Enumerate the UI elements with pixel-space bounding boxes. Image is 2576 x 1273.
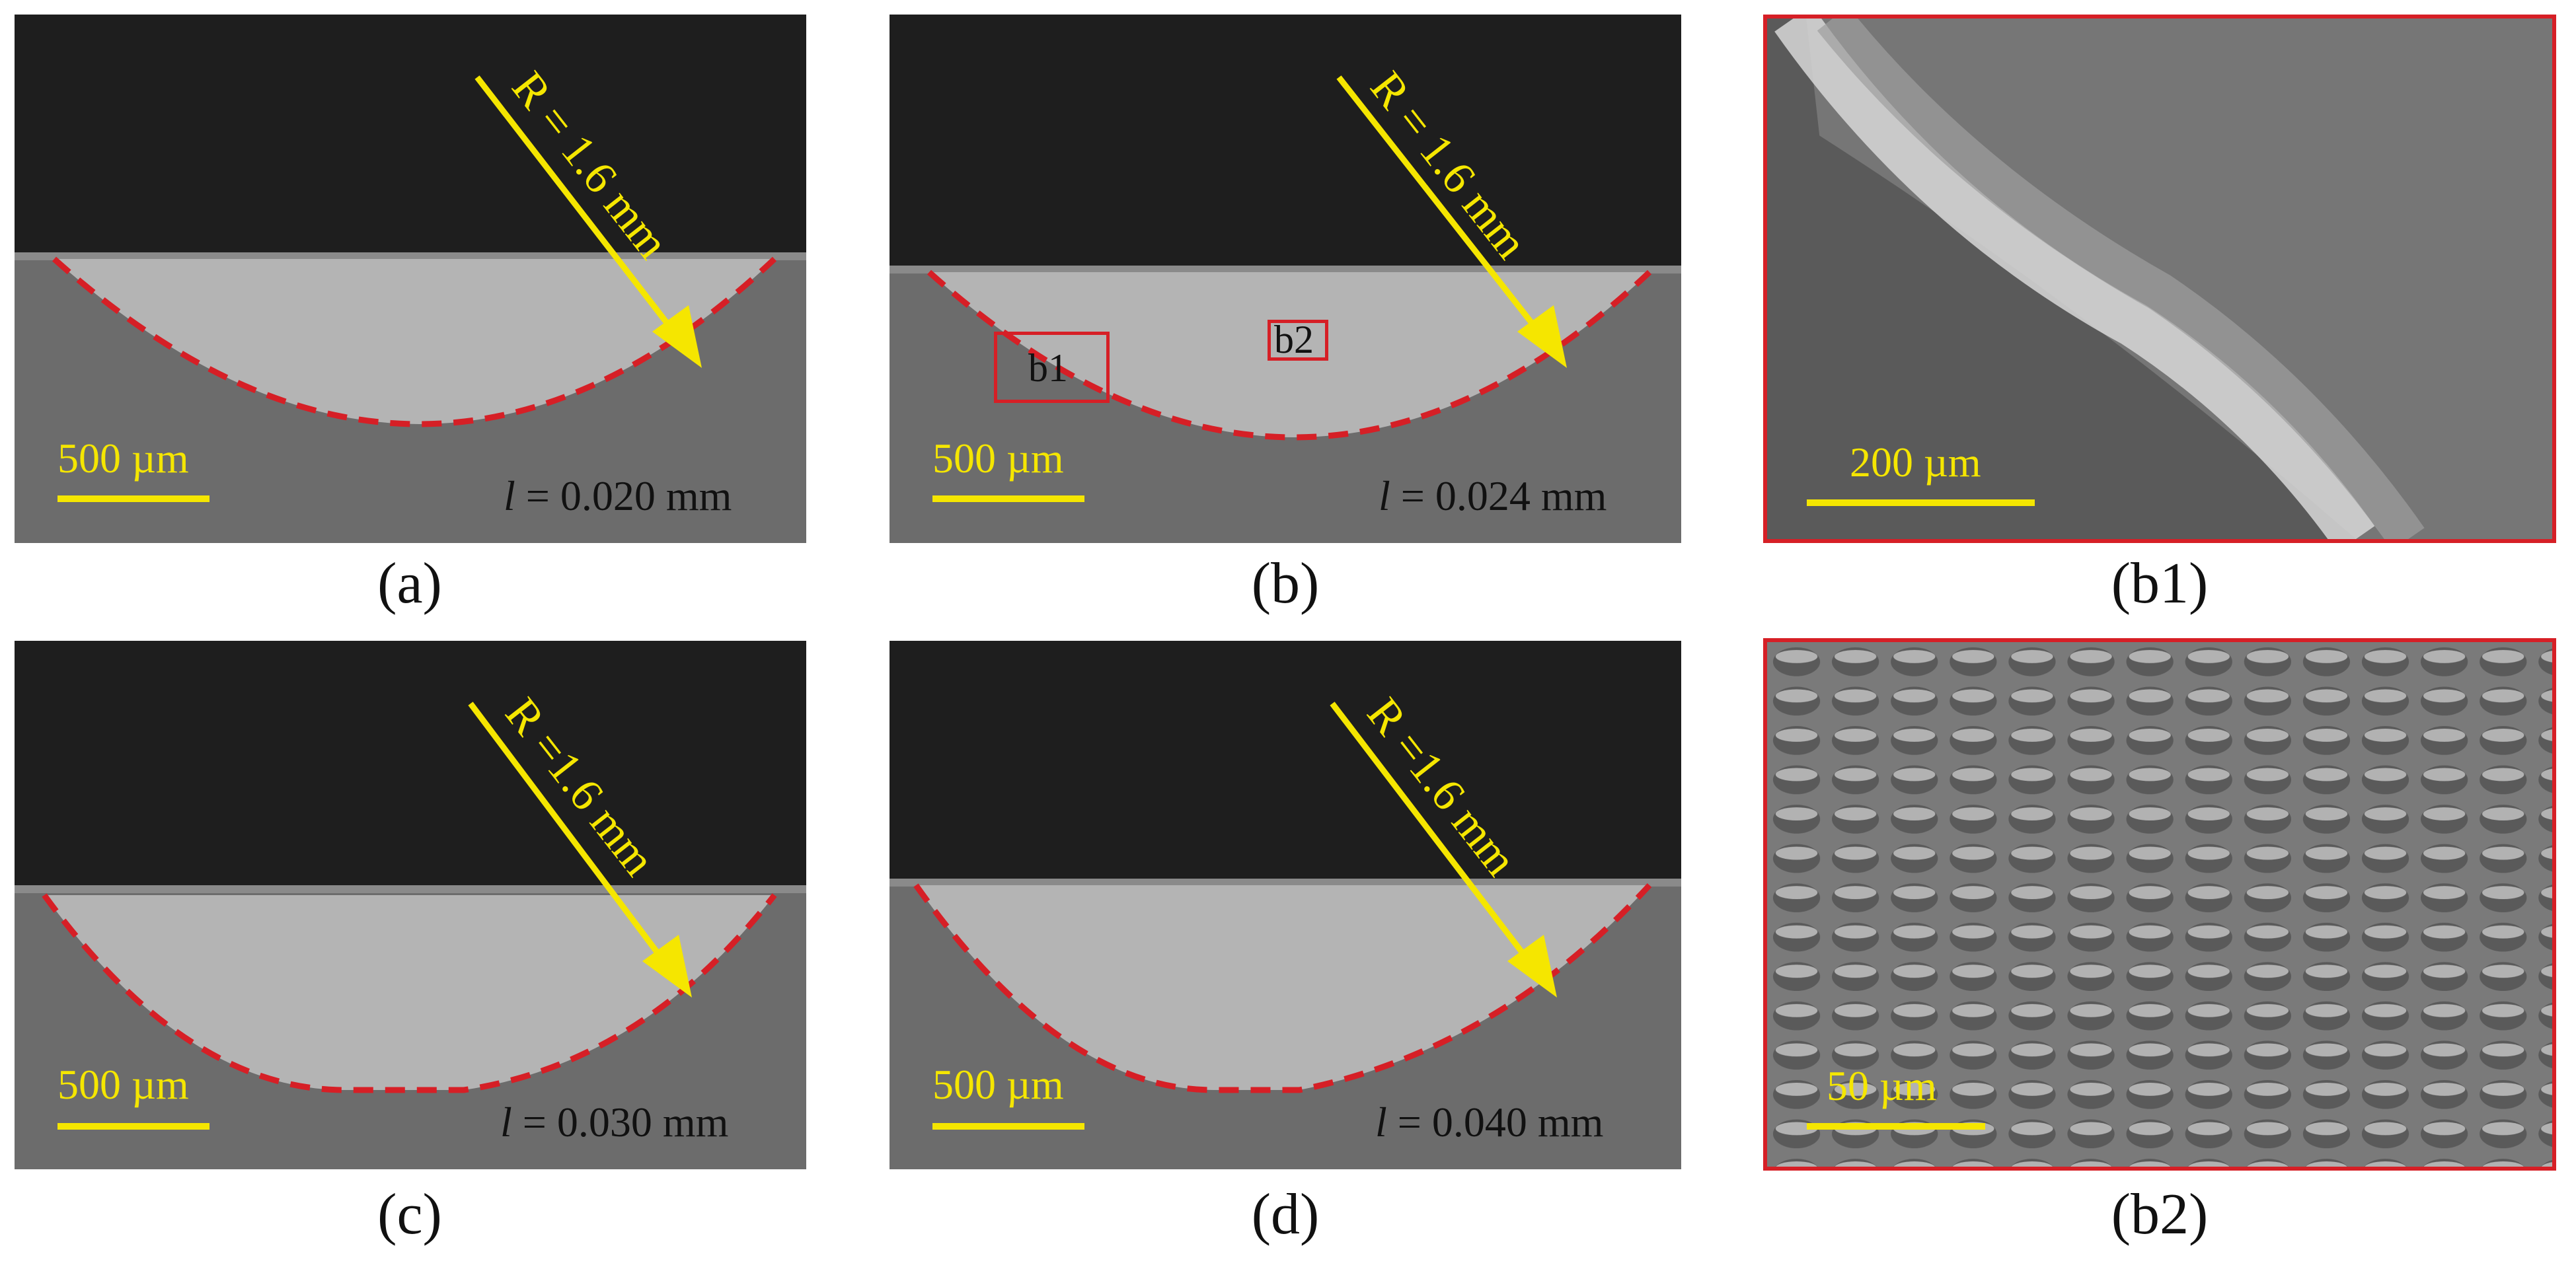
l-text-b: = 0.024 mm xyxy=(1400,472,1607,519)
l-symbol-b: l xyxy=(1379,472,1390,519)
scalebar-a xyxy=(57,495,209,502)
l-symbol-c: l xyxy=(500,1099,512,1146)
scalebar-label-a: 500 µm xyxy=(57,435,189,482)
l-text-c: = 0.030 mm xyxy=(522,1099,729,1146)
roi-box-b2 xyxy=(1268,320,1328,361)
sem-panel-d: R =1.6 mm 500 µm l = 0.040 mm xyxy=(890,641,1681,1169)
scalebar-b2 xyxy=(1807,1123,1985,1130)
sem-image-b1 xyxy=(1767,18,2552,539)
roi-label-b2: b2 xyxy=(1274,318,1314,361)
roi-label-b1: b1 xyxy=(1028,346,1068,390)
caption-a: (a) xyxy=(377,552,442,616)
scalebar-c xyxy=(57,1123,209,1130)
l-value-c: l = 0.030 mm xyxy=(500,1101,728,1144)
l-value-a: l = 0.020 mm xyxy=(504,475,732,517)
l-value-d: l = 0.040 mm xyxy=(1375,1101,1603,1144)
roi-box-b1 xyxy=(994,332,1110,403)
l-symbol-d: l xyxy=(1375,1099,1387,1146)
caption-c: (c) xyxy=(377,1182,442,1247)
l-text-a: = 0.020 mm xyxy=(525,472,732,519)
sem-panel-a: R = 1.6 mm 500 µm l = 0.020 mm xyxy=(15,15,806,543)
sem-panel-b1: 200 µm xyxy=(1763,15,2556,543)
scalebar-label-d: 500 µm xyxy=(932,1061,1064,1108)
scalebar-label-b2: 50 µm xyxy=(1827,1062,1937,1109)
sem-panel-b2: 50 µm xyxy=(1763,638,2556,1171)
scalebar-label-c: 500 µm xyxy=(57,1061,189,1108)
scalebar-label-b: 500 µm xyxy=(932,435,1064,482)
sem-image-c xyxy=(15,641,806,1169)
l-value-b: l = 0.024 mm xyxy=(1379,475,1607,517)
scalebar-label-b1: 200 µm xyxy=(1850,439,1981,486)
scalebar-d xyxy=(932,1123,1084,1130)
caption-b: (b) xyxy=(1251,552,1320,616)
l-symbol-a: l xyxy=(504,472,515,519)
sem-image-d xyxy=(890,641,1681,1169)
caption-b2: (b2) xyxy=(2111,1182,2209,1247)
sem-image-b xyxy=(890,15,1681,543)
sem-panel-b: R = 1.6 mm b1 b2 500 µm l = 0.024 mm xyxy=(890,15,1681,543)
scalebar-b xyxy=(932,495,1084,502)
sem-image-b2 xyxy=(1767,642,2552,1167)
sem-image-a xyxy=(15,15,806,543)
l-text-d: = 0.040 mm xyxy=(1397,1099,1604,1146)
scalebar-b1 xyxy=(1807,499,2035,506)
caption-d: (d) xyxy=(1251,1182,1320,1247)
sem-panel-c: R =1.6 mm 500 µm l = 0.030 mm xyxy=(15,641,806,1169)
caption-b1: (b1) xyxy=(2111,552,2209,616)
